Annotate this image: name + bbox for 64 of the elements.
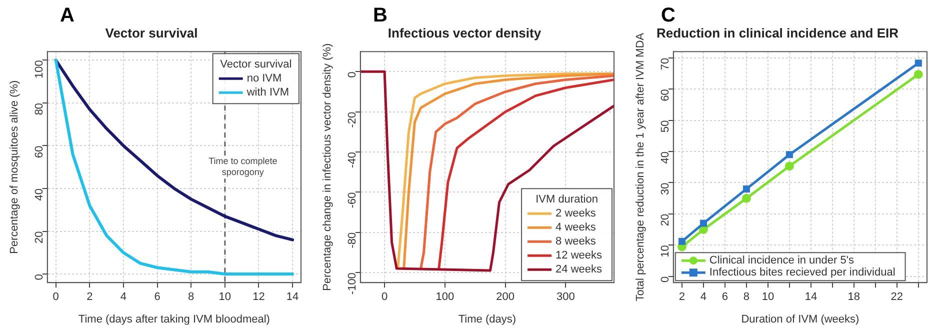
y-tick-label: -40 (346, 152, 358, 168)
text: C (661, 4, 676, 27)
y-tick-label: 10 (659, 245, 672, 258)
y-tick-label: 20 (33, 231, 46, 244)
x-tick-label: 2 (86, 291, 93, 304)
y-tick-label: 40 (33, 188, 46, 201)
chart-title: Reduction in clinical incidence and EIR (656, 25, 900, 40)
x-tick-label: 100 (436, 291, 454, 304)
legend-label: 24 weeks (556, 264, 602, 276)
legend-label: no IVM (246, 72, 282, 85)
x-tick-label: 2 (678, 291, 686, 304)
x-tick-label: 12 (252, 291, 265, 304)
x-tick-label: 0 (52, 291, 59, 304)
x-tick-label: 4 (120, 291, 127, 304)
x-tick-label: 4 (700, 291, 707, 304)
x-tick-label: 0 (381, 291, 388, 304)
x-tick-label: 300 (556, 291, 575, 304)
legend-label: with IVM (246, 86, 290, 99)
x-tick-label: 6 (154, 291, 160, 304)
y-tick-label: -80 (346, 232, 358, 248)
x-tick-label: 10 (762, 291, 774, 304)
y-tick-label: 0 (33, 274, 46, 280)
y-tick-label: -60 (346, 192, 358, 208)
y-axis-title: Percentage of mosquitoes alive (%) (8, 80, 21, 254)
legend-title: Vector survival (220, 58, 292, 71)
chart-title: Vector survival (105, 25, 198, 40)
y-tick-label: 60 (33, 146, 46, 158)
y-tick-label: 0 (346, 72, 358, 78)
x-tick-label: 6 (722, 291, 728, 304)
chart-title: Infectious vector density (388, 25, 542, 40)
y-tick-label: 70 (659, 58, 672, 70)
x-tick-label: 200 (496, 291, 514, 304)
y-tick-label: 40 (659, 151, 672, 164)
ref-line-label: Time to complete sporogony (208, 156, 278, 178)
y-axis-title: Total percentage reduction in the 1 year after IVM MDA (634, 32, 647, 302)
x-axis-title: Duration of IVM (weeks) (741, 313, 860, 326)
y-tick-label: 80 (33, 102, 46, 116)
x-tick-label: 14 (286, 291, 299, 304)
x-axis-title: Time (days after taking IVM bloodmeal) (78, 313, 270, 326)
x-axis-title: Time (days) (458, 313, 516, 326)
y-tick-label: -20 (346, 112, 358, 128)
legend-label: 12 weeks (556, 250, 602, 262)
legend-label: 2 weeks (556, 208, 596, 220)
legend-label: 4 weeks (556, 222, 596, 234)
legend-label: Clinical incidence in under 5's (709, 254, 854, 267)
legend-label: Infectious bites recieved per individual (709, 266, 896, 279)
x-tick-label: 14 (804, 291, 818, 304)
y-tick-label: -100 (346, 272, 358, 295)
y-tick-label: 100 (33, 60, 46, 79)
y-tick-label: 50 (659, 120, 672, 133)
y-tick-label: 60 (659, 89, 672, 102)
x-tick-label: 22 (890, 291, 904, 304)
legend-title: IVM duration (536, 194, 598, 206)
text: B (373, 4, 388, 27)
x-tick-label: 18 (848, 291, 860, 304)
x-tick-label: 10 (218, 291, 232, 304)
y-axis-title: Percentage change in infectious vector density (%) (322, 43, 334, 291)
x-tick-label: 8 (188, 291, 194, 304)
legend-label: 8 weeks (556, 236, 596, 248)
text: A (60, 4, 74, 27)
x-tick-label: 8 (743, 291, 750, 304)
y-tick-label: 20 (659, 214, 672, 226)
y-tick-label: 30 (659, 182, 672, 195)
y-tick-label: 0 (659, 276, 672, 282)
